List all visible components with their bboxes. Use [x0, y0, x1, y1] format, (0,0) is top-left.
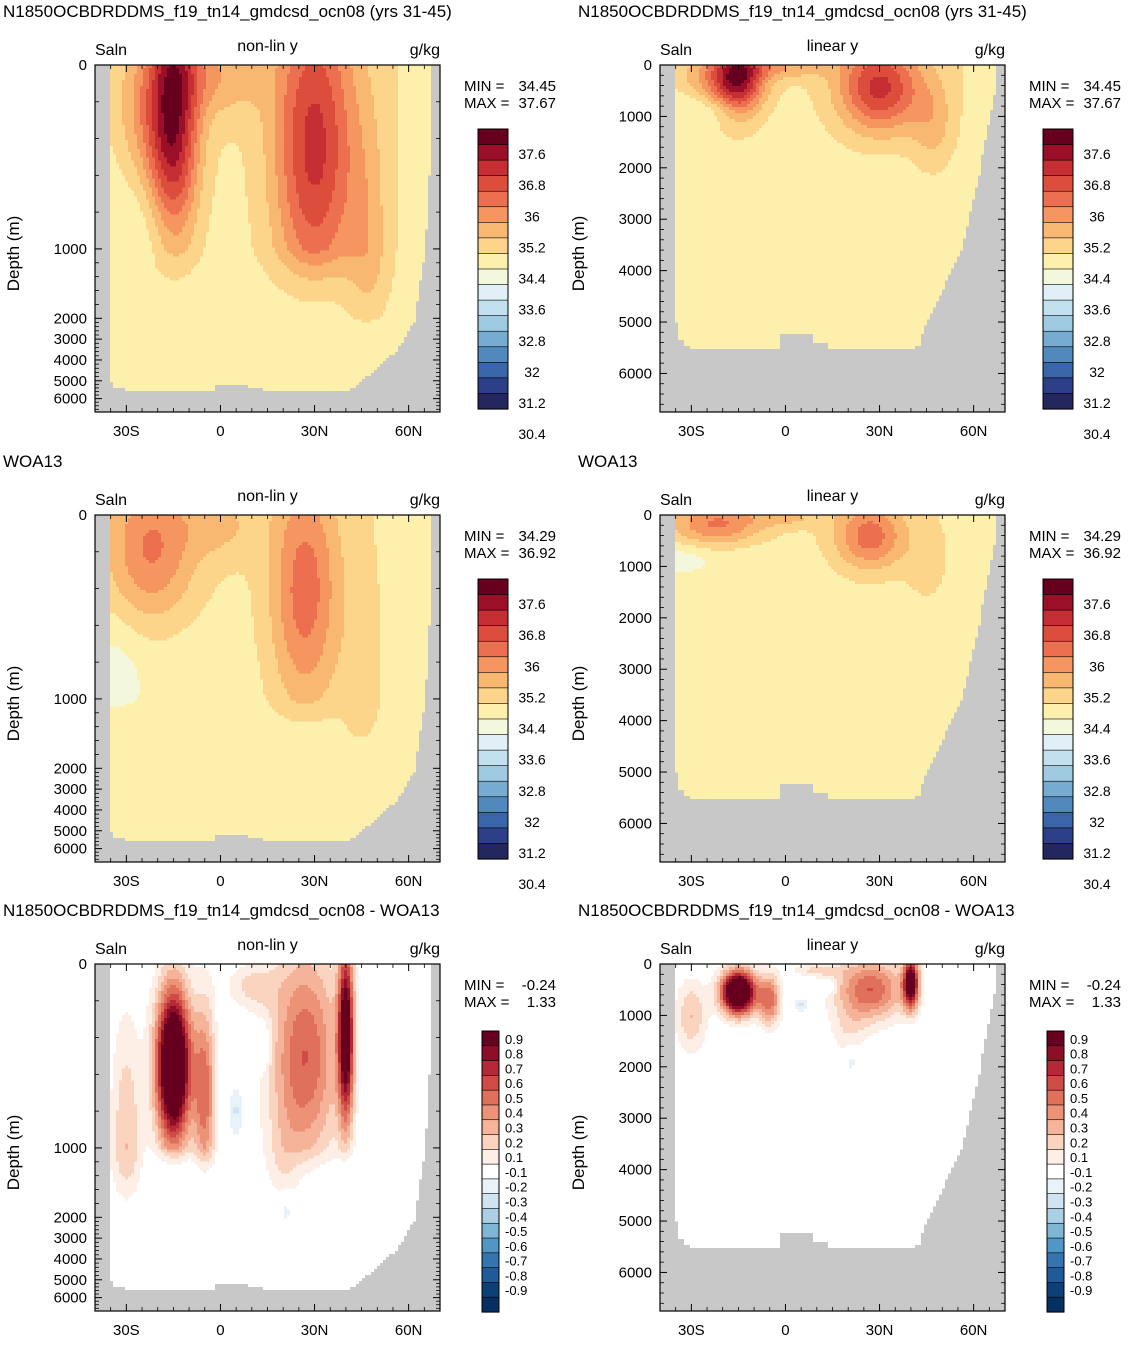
units-label: g/kg: [410, 42, 440, 59]
scale-label: non-lin y: [237, 38, 297, 55]
figure-canvas: N1850OCBDRDDMS_f19_tn14_gmdcsd_ocn08 (yr…: [0, 0, 1130, 1350]
panel-title: N1850OCBDRDDMS_f19_tn14_gmdcsd_ocn08 (yr…: [3, 2, 452, 21]
plot-panel-1: N1850OCBDRDDMS_f19_tn14_gmdcsd_ocn08 (yr…: [3, 2, 556, 442]
variable-label: Saln: [95, 42, 127, 59]
heatmap-field: [95, 65, 441, 413]
